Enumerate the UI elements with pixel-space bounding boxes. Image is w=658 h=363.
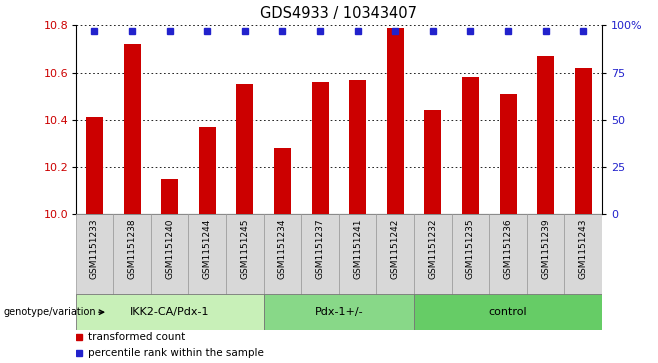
Text: GSM1151232: GSM1151232 [428, 218, 438, 279]
Text: GSM1151245: GSM1151245 [240, 218, 249, 279]
Bar [490, 214, 527, 296]
Bar [86, 118, 103, 214]
Text: GSM1151236: GSM1151236 [503, 218, 513, 279]
Text: GSM1151243: GSM1151243 [579, 218, 588, 279]
Text: GSM1151237: GSM1151237 [316, 218, 324, 279]
Bar [312, 82, 328, 214]
Text: GSM1151242: GSM1151242 [391, 218, 400, 279]
Bar [499, 94, 517, 214]
Bar [301, 214, 339, 296]
Text: transformed count: transformed count [88, 332, 186, 342]
Text: GSM1151235: GSM1151235 [466, 218, 475, 279]
Text: GSM1151238: GSM1151238 [128, 218, 137, 279]
Text: GSM1151241: GSM1151241 [353, 218, 362, 279]
Bar [349, 80, 366, 214]
Bar [188, 214, 226, 296]
Bar [264, 294, 414, 330]
Bar [76, 214, 113, 296]
Bar [161, 179, 178, 214]
Bar [113, 214, 151, 296]
Text: GSM1151234: GSM1151234 [278, 218, 287, 279]
Bar [339, 214, 376, 296]
Bar [527, 214, 565, 296]
Bar [451, 214, 490, 296]
Bar [236, 85, 253, 214]
Text: IKK2-CA/Pdx-1: IKK2-CA/Pdx-1 [130, 307, 209, 317]
Text: genotype/variation: genotype/variation [3, 307, 96, 317]
Text: GSM1151244: GSM1151244 [203, 218, 212, 279]
Bar [264, 214, 301, 296]
Bar [414, 294, 602, 330]
Text: Pdx-1+/-: Pdx-1+/- [315, 307, 363, 317]
Bar [124, 44, 141, 214]
Bar [462, 77, 479, 214]
Bar [151, 214, 188, 296]
Bar [575, 68, 592, 214]
Bar [565, 214, 602, 296]
Bar [274, 148, 291, 214]
Bar [387, 28, 404, 214]
Bar [199, 127, 216, 214]
Text: GSM1151233: GSM1151233 [90, 218, 99, 279]
Bar [414, 214, 451, 296]
Text: GSM1151239: GSM1151239 [541, 218, 550, 279]
Text: GSM1151240: GSM1151240 [165, 218, 174, 279]
Text: percentile rank within the sample: percentile rank within the sample [88, 348, 264, 358]
Bar [226, 214, 264, 296]
Bar [376, 214, 414, 296]
Text: control: control [489, 307, 527, 317]
Title: GDS4933 / 10343407: GDS4933 / 10343407 [261, 7, 417, 21]
Bar [537, 56, 554, 214]
Bar [76, 294, 264, 330]
Bar [424, 110, 442, 214]
